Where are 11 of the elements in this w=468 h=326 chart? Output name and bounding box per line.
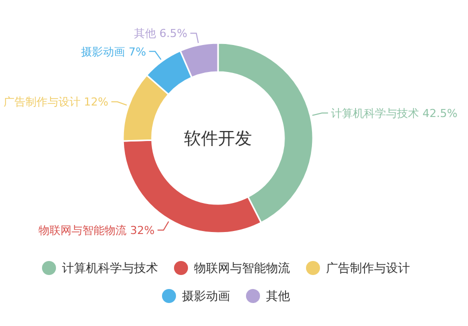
legend-label: 物联网与智能物流 — [194, 261, 290, 276]
category-label: 计算机科学与技术 42.5% — [331, 106, 458, 120]
legend-label: 计算机科学与技术 — [62, 261, 158, 276]
category-label: 广告制作与设计 12% — [3, 96, 108, 109]
text: 软件开发 — [184, 128, 252, 149]
legend-label: 广告制作与设计 — [326, 261, 410, 276]
category-label: 摄影动画 7% — [81, 45, 146, 58]
legend-label: 其他 — [266, 289, 290, 304]
legend-label: 摄影动画 — [182, 289, 230, 304]
category-label: 物联网与智能物流 32% — [38, 224, 155, 237]
category-label: 其他 6.5% — [134, 27, 188, 40]
